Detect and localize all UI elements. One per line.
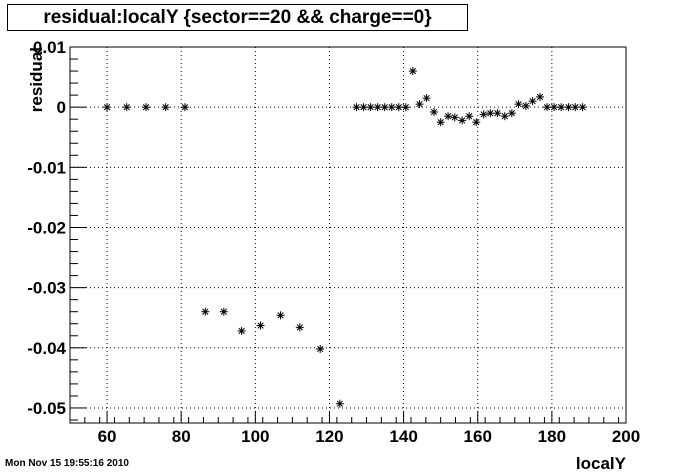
y-tick-label: 0 <box>57 98 66 117</box>
data-point <box>578 103 587 112</box>
data-point <box>493 109 502 118</box>
timestamp: Mon Nov 15 19:55:16 2010 <box>5 458 129 469</box>
x-tick-label: 60 <box>98 427 117 446</box>
data-point <box>507 109 516 118</box>
y-tick-label: 0.01 <box>33 38 66 57</box>
x-tick-label: 120 <box>315 427 343 446</box>
data-point <box>335 399 344 408</box>
data-point <box>201 307 210 316</box>
grid-lines <box>70 47 626 423</box>
data-point <box>180 103 189 112</box>
data-point <box>521 101 530 110</box>
chart-title-box: residual:localY {sector==20 && charge==0… <box>7 4 468 31</box>
data-point <box>450 113 459 122</box>
data-point <box>359 103 368 112</box>
data-point <box>256 321 265 330</box>
chart-title: residual:localY {sector==20 && charge==0… <box>43 6 432 28</box>
data-point <box>122 103 131 112</box>
data-point <box>500 112 509 121</box>
data-point <box>219 307 228 316</box>
x-tick-label: 140 <box>389 427 417 446</box>
data-point <box>401 103 410 112</box>
x-tick-label: 160 <box>464 427 492 446</box>
data-point <box>486 109 495 118</box>
y-tick-labels: 0.01 0 -0.01 -0.02 -0.03 -0.04 -0.05 <box>27 38 66 418</box>
x-tick-label: 80 <box>172 427 191 446</box>
data-point <box>237 326 246 335</box>
data-point <box>373 103 382 112</box>
data-point <box>543 103 552 112</box>
y-axis-title: residual <box>27 47 46 112</box>
data-point <box>429 107 438 116</box>
data-point <box>394 103 403 112</box>
y-tick-label: -0.03 <box>27 279 66 298</box>
data-point <box>557 103 566 112</box>
x-tick-label: 180 <box>538 427 566 446</box>
data-point <box>352 103 361 112</box>
data-point <box>387 103 396 112</box>
data-points <box>103 67 587 408</box>
data-point <box>479 110 488 119</box>
plot-frame <box>69 46 627 424</box>
y-tick-label: -0.05 <box>27 399 66 418</box>
data-point <box>514 100 523 109</box>
data-point <box>528 97 537 106</box>
data-point <box>458 116 467 125</box>
data-point <box>444 112 453 121</box>
data-point <box>141 103 150 112</box>
data-point <box>465 112 474 121</box>
data-point <box>550 103 559 112</box>
data-point <box>276 311 285 320</box>
y-tick-label: -0.01 <box>27 158 66 177</box>
data-point <box>571 103 580 112</box>
data-point <box>161 103 170 112</box>
x-axis-title: localY <box>576 454 627 472</box>
data-point <box>436 118 445 127</box>
data-point <box>472 118 481 127</box>
data-point <box>536 92 545 101</box>
data-point <box>295 323 304 332</box>
x-tick-label: 200 <box>612 427 640 446</box>
x-tick-labels: 60 80 100 120 140 160 180 200 <box>98 427 641 446</box>
y-tick-label: -0.04 <box>27 339 66 358</box>
data-point <box>408 67 417 76</box>
data-point <box>316 345 325 354</box>
data-point <box>415 100 424 109</box>
data-point <box>422 94 431 103</box>
data-point <box>380 103 389 112</box>
x-tick-label: 100 <box>241 427 269 446</box>
data-point <box>103 103 112 112</box>
data-point <box>564 103 573 112</box>
data-point <box>366 103 375 112</box>
y-tick-label: -0.02 <box>27 218 66 237</box>
axis-ticks <box>70 46 627 423</box>
